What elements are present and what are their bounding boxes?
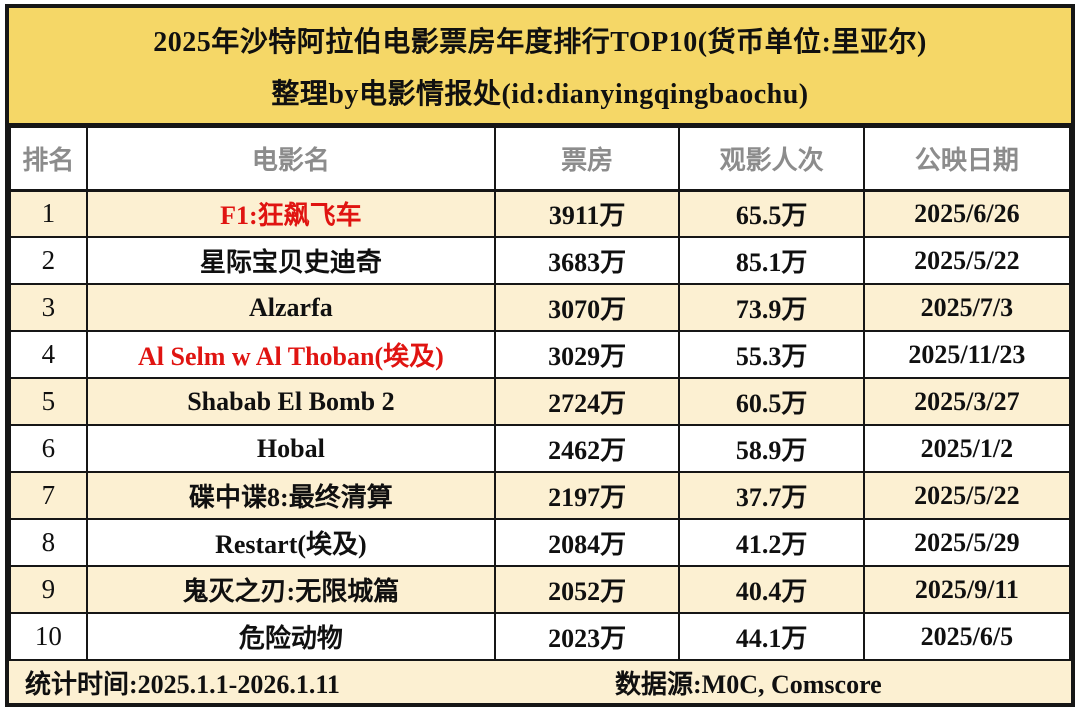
admissions-cell: 58.9万 bbox=[678, 424, 865, 473]
movie-name-cell: 鬼灭之刃:无限城篇 bbox=[85, 565, 496, 614]
column-header-box-office: 票房 bbox=[493, 126, 681, 192]
box-office-cell: 3683万 bbox=[493, 236, 681, 285]
infographic-frame: 2025年沙特阿拉伯电影票房年度排行TOP10(货币单位:里亚尔) 整理by电影… bbox=[5, 4, 1075, 707]
rank-cell: 6 bbox=[9, 424, 88, 473]
table-row: 2 星际宝贝史迪奇 3683万 85.1万 2025/5/22 bbox=[9, 236, 1072, 285]
release-date-cell: 2025/9/11 bbox=[862, 565, 1072, 614]
release-date-cell: 2025/1/2 bbox=[862, 424, 1072, 473]
ranking-table: 排名 电影名 票房 观影人次 公映日期 1 F1:狂飙飞车 3911万 65.5万 20… bbox=[9, 126, 1072, 661]
column-header-rank: 排名 bbox=[9, 126, 88, 192]
admissions-cell: 40.4万 bbox=[678, 565, 865, 614]
page-subtitle: 整理by电影情报处(id:dianyingqingbaochu) bbox=[271, 78, 809, 110]
page-title: 2025年沙特阿拉伯电影票房年度排行TOP10(货币单位:里亚尔) bbox=[153, 26, 927, 58]
admissions-cell: 41.2万 bbox=[678, 518, 865, 567]
rank-cell: 7 bbox=[9, 471, 88, 520]
rank-cell: 3 bbox=[9, 283, 88, 332]
table-header-row: 排名 电影名 票房 观影人次 公映日期 bbox=[9, 126, 1072, 192]
movie-name-cell: F1:狂飙飞车 bbox=[85, 189, 496, 238]
release-date-cell: 2025/7/3 bbox=[862, 283, 1072, 332]
release-date-cell: 2025/3/27 bbox=[862, 377, 1072, 426]
box-office-cell: 2724万 bbox=[493, 377, 681, 426]
table-row: 9 鬼灭之刃:无限城篇 2052万 40.4万 2025/9/11 bbox=[9, 565, 1072, 614]
admissions-cell: 44.1万 bbox=[678, 612, 865, 661]
rank-cell: 5 bbox=[9, 377, 88, 426]
release-date-cell: 2025/5/29 bbox=[862, 518, 1072, 567]
admissions-cell: 65.5万 bbox=[678, 189, 865, 238]
data-source-label: 数据源:M0C, Comscore bbox=[615, 669, 882, 699]
title-block: 2025年沙特阿拉伯电影票房年度排行TOP10(货币单位:里亚尔) 整理by电影… bbox=[9, 8, 1071, 126]
table-body: 1 F1:狂飙飞车 3911万 65.5万 2025/6/26 2 星际宝贝史迪奇 3683万… bbox=[9, 189, 1072, 661]
movie-name-cell: Shabab El Bomb 2 bbox=[85, 377, 496, 426]
table-row: 4 Al Selm w Al Thoban(埃及) 3029万 55.3万 2025/1… bbox=[9, 330, 1072, 379]
rank-cell: 9 bbox=[9, 565, 88, 614]
admissions-cell: 73.9万 bbox=[678, 283, 865, 332]
box-office-cell: 3911万 bbox=[493, 189, 681, 238]
box-office-cell: 2023万 bbox=[493, 612, 681, 661]
box-office-cell: 2084万 bbox=[493, 518, 681, 567]
movie-name-cell: Al Selm w Al Thoban(埃及) bbox=[85, 330, 496, 379]
movie-name-cell: 危险动物 bbox=[85, 612, 496, 661]
box-office-cell: 2462万 bbox=[493, 424, 681, 473]
admissions-cell: 60.5万 bbox=[678, 377, 865, 426]
movie-name-cell: 星际宝贝史迪奇 bbox=[85, 236, 496, 285]
table-header: 排名 电影名 票房 观影人次 公映日期 bbox=[9, 126, 1072, 192]
admissions-cell: 37.7万 bbox=[678, 471, 865, 520]
rank-cell: 8 bbox=[9, 518, 88, 567]
table-row: 1 F1:狂飙飞车 3911万 65.5万 2025/6/26 bbox=[9, 189, 1072, 238]
rank-cell: 2 bbox=[9, 236, 88, 285]
movie-name-cell: 碟中谍8:最终清算 bbox=[85, 471, 496, 520]
release-date-cell: 2025/5/22 bbox=[862, 471, 1072, 520]
admissions-cell: 85.1万 bbox=[678, 236, 865, 285]
rank-cell: 10 bbox=[9, 612, 88, 661]
release-date-cell: 2025/6/26 bbox=[862, 189, 1072, 238]
release-date-cell: 2025/11/23 bbox=[862, 330, 1072, 379]
rank-cell: 4 bbox=[9, 330, 88, 379]
box-office-cell: 3070万 bbox=[493, 283, 681, 332]
rank-cell: 1 bbox=[9, 189, 88, 238]
box-office-cell: 3029万 bbox=[493, 330, 681, 379]
table-row: 10 危险动物 2023万 44.1万 2025/6/5 bbox=[9, 612, 1072, 661]
box-office-cell: 2052万 bbox=[493, 565, 681, 614]
admissions-cell: 55.3万 bbox=[678, 330, 865, 379]
stats-period-label: 统计时间:2025.1.1-2026.1.11 bbox=[25, 669, 340, 699]
table-row: 7 碟中谍8:最终清算 2197万 37.7万 2025/5/22 bbox=[9, 471, 1072, 520]
column-header-admissions: 观影人次 bbox=[678, 126, 865, 192]
movie-name-cell: Restart(埃及) bbox=[85, 518, 496, 567]
column-header-movie-name: 电影名 bbox=[85, 126, 496, 192]
movie-name-cell: Hobal bbox=[85, 424, 496, 473]
box-office-cell: 2197万 bbox=[493, 471, 681, 520]
table-row: 8 Restart(埃及) 2084万 41.2万 2025/5/29 bbox=[9, 518, 1072, 567]
table-row: 3 Alzarfa 3070万 73.9万 2025/7/3 bbox=[9, 283, 1072, 332]
table-row: 5 Shabab El Bomb 2 2724万 60.5万 2025/3/27 bbox=[9, 377, 1072, 426]
movie-name-cell: Alzarfa bbox=[85, 283, 496, 332]
release-date-cell: 2025/5/22 bbox=[862, 236, 1072, 285]
column-header-release-date: 公映日期 bbox=[862, 126, 1072, 192]
footer: 统计时间:2025.1.1-2026.1.11 数据源:M0C, Comscor… bbox=[9, 661, 1071, 703]
table-row: 6 Hobal 2462万 58.9万 2025/1/2 bbox=[9, 424, 1072, 473]
release-date-cell: 2025/6/5 bbox=[862, 612, 1072, 661]
